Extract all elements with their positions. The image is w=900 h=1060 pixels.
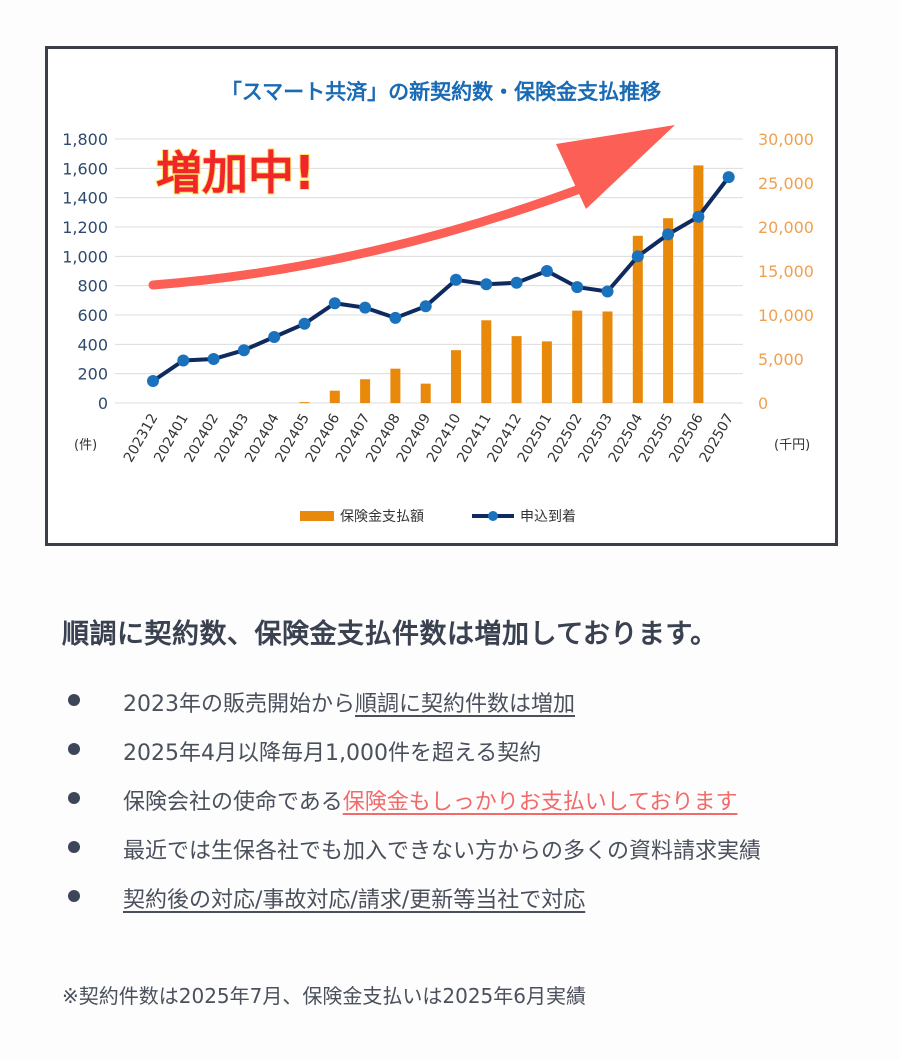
- line-point: [177, 354, 190, 367]
- item-text: 2023年の販売開始から: [123, 692, 355, 717]
- right-tick-label: 0: [758, 394, 768, 413]
- right-axis-unit: (千円): [774, 438, 810, 453]
- right-tick-label: 30,000: [758, 130, 814, 149]
- line-point: [692, 210, 705, 223]
- item-text: 保険会社の使命である: [123, 790, 343, 815]
- list-item: 保険会社の使命である 保険金もしっかりお支払いしております: [62, 784, 761, 833]
- bar: [329, 390, 340, 403]
- line-point: [389, 311, 402, 324]
- line-point: [268, 331, 281, 343]
- item-text: 最近では生保各社でも加入できない方からの多くの資料請求実績: [123, 839, 762, 864]
- line-point: [450, 273, 462, 286]
- list-item: 最近では生保各社でも加入できない方からの多くの資料請求実績: [62, 833, 761, 882]
- list-item: 2023年の販売開始から 順調に契約件数は増加: [62, 686, 761, 735]
- trend-arrow-head-icon: [556, 125, 675, 209]
- left-tick-label: 1,200: [62, 218, 108, 237]
- left-tick-label: 0: [98, 394, 108, 413]
- bar: [481, 320, 492, 403]
- footnote: ※契約件数は2025年7月、保険金支払いは2025年6月実績: [62, 984, 587, 1008]
- line-point: [601, 285, 614, 298]
- line-point: [419, 300, 432, 313]
- left-tick-label: 1,600: [62, 159, 108, 178]
- list-item: 契約後の対応/事故対応/請求/更新等当社で対応: [62, 882, 761, 931]
- chart-container: 0 200 400 600 800 1,000 1,200 1,400 1,600 1,800 0 5…: [45, 46, 838, 546]
- right-tick-label: 20,000: [758, 218, 814, 237]
- line-point: [298, 317, 311, 330]
- item-link[interactable]: 保険金もしっかりお支払いしております: [342, 790, 738, 815]
- bar: [693, 165, 704, 403]
- increasing-label: 増加中!: [156, 146, 315, 200]
- left-tick-label: 1,800: [62, 130, 108, 149]
- section-heading: 順調に契約数、保険金支払件数は増加しております。: [62, 619, 718, 650]
- bullet-icon: [68, 792, 80, 804]
- bullet-icon: [68, 743, 80, 755]
- right-tick-label: 5,000: [758, 350, 804, 369]
- trend-arrow-icon: [148, 179, 598, 290]
- bar: [511, 336, 522, 403]
- line-point: [631, 250, 644, 263]
- left-tick-label: 600: [77, 306, 108, 325]
- line-point: [207, 353, 220, 365]
- line-point: [237, 344, 250, 357]
- line-point: [510, 276, 523, 289]
- bullet-icon: [68, 694, 80, 706]
- left-tick-label: 1,000: [62, 247, 108, 266]
- legend-line-label: 申込到着: [520, 509, 576, 525]
- bullet-icon: [68, 890, 80, 902]
- combo-chart: 0 200 400 600 800 1,000 1,200 1,400 1,600 1,800 0 5…: [62, 80, 814, 525]
- legend-line-marker: [488, 511, 498, 521]
- bullet-list: 2023年の販売開始から 順調に契約件数は増加 2025年4月以降毎月1,000件…: [62, 686, 761, 931]
- left-axis-unit: (件): [74, 438, 97, 453]
- left-tick-label: 200: [77, 365, 108, 384]
- item-link[interactable]: 契約後の対応/事故対応/請求/更新等当社で対応: [123, 888, 586, 913]
- bar: [572, 310, 583, 403]
- chart-title: 「スマート共済」の新契約数・保険金支払推移: [221, 80, 661, 104]
- bar: [602, 311, 613, 403]
- item-text: 2025年4月以降毎月1,000件を超える契約: [123, 741, 542, 766]
- bar: [541, 341, 552, 403]
- line-point: [480, 278, 493, 291]
- left-tick-label: 400: [77, 335, 108, 354]
- line-point: [662, 228, 675, 241]
- line-point: [571, 281, 584, 294]
- item-link[interactable]: 順調に契約件数は増加: [355, 692, 576, 717]
- left-tick-label: 800: [77, 277, 108, 296]
- right-tick-label: 25,000: [758, 174, 814, 193]
- bar: [299, 402, 310, 404]
- legend-bar-label: 保険金支払額: [340, 509, 424, 525]
- line-point: [328, 297, 341, 310]
- bar: [451, 350, 461, 403]
- list-item: 2025年4月以降毎月1,000件を超える契約: [62, 735, 761, 784]
- bar: [663, 218, 674, 403]
- right-tick-label: 15,000: [758, 262, 814, 281]
- bar: [390, 368, 401, 403]
- line-point: [359, 301, 372, 314]
- left-tick-label: 1,400: [62, 189, 108, 208]
- line-point: [540, 265, 553, 277]
- legend-bar-swatch: [300, 511, 334, 521]
- bar: [420, 383, 431, 403]
- bar: [360, 379, 371, 403]
- line-point: [722, 171, 735, 184]
- bar: [632, 235, 643, 403]
- right-tick-label: 10,000: [758, 306, 814, 325]
- line-point: [147, 375, 159, 387]
- bullet-icon: [68, 841, 80, 853]
